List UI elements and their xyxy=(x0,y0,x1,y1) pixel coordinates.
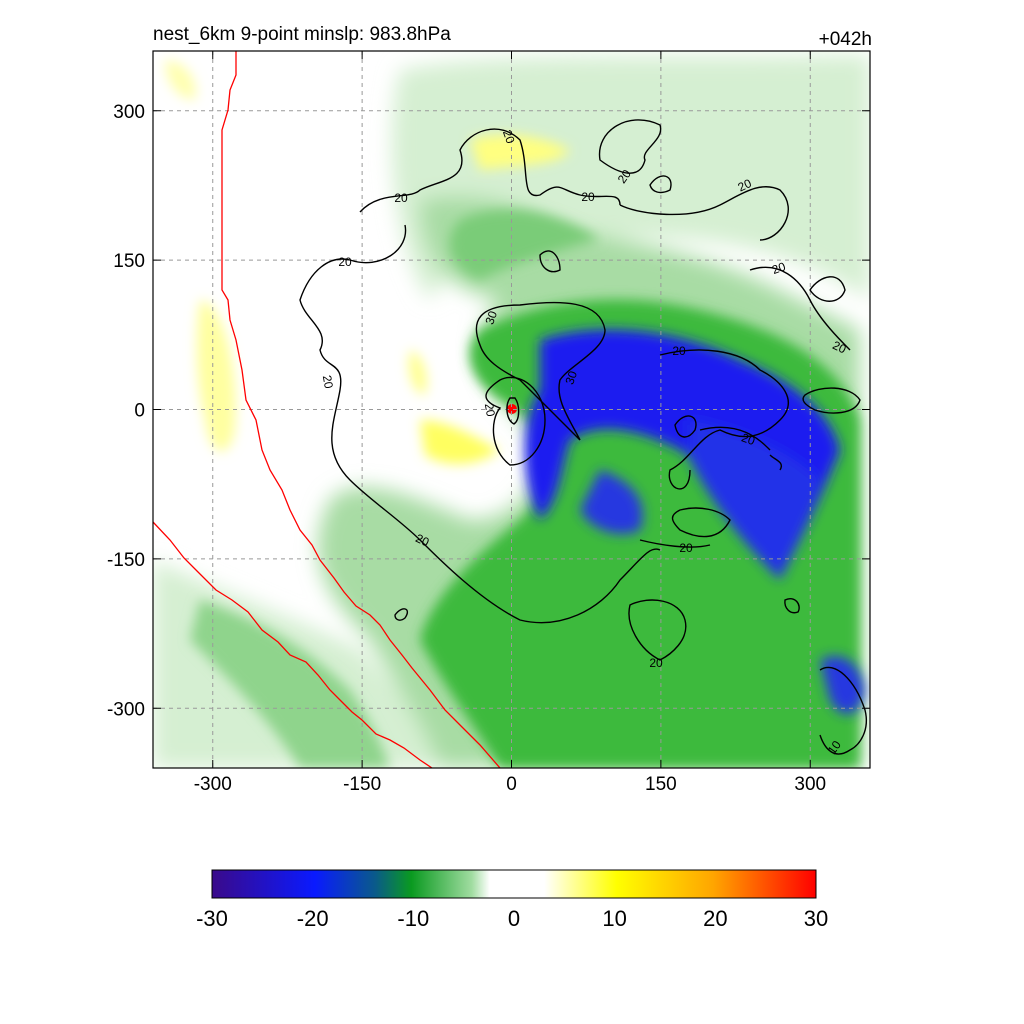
colorbar-tick-label: -10 xyxy=(397,906,429,931)
x-tick-label: 0 xyxy=(506,774,517,795)
center-marker xyxy=(507,404,517,414)
colorbar-ticks: -30 -20 -10 0 10 20 30 xyxy=(196,906,828,931)
colorbar: -30 -20 -10 0 10 20 30 xyxy=(196,869,828,931)
contour-label: 20 xyxy=(679,541,693,555)
y-tick-label: 150 xyxy=(113,251,145,272)
contour-label: 20 xyxy=(736,176,754,194)
x-tick-label: 150 xyxy=(645,774,677,795)
chart-title: nest_6km 9-point minslp: 983.8hPa xyxy=(153,24,451,45)
colorbar-tick-label: 10 xyxy=(602,906,626,931)
contour-label: 20 xyxy=(413,531,431,549)
colorbar-tick-label: -30 xyxy=(196,906,228,931)
blue-areas xyxy=(525,329,865,714)
contour-label: 30 xyxy=(482,309,500,327)
yellow-areas xyxy=(165,60,570,465)
contour-label: 20 xyxy=(482,402,498,418)
boundary-lines xyxy=(153,51,501,768)
colorbar-gradient xyxy=(211,869,817,899)
contour-label: 20 xyxy=(581,190,595,204)
contour-label: 20 xyxy=(500,128,518,146)
axes: -300 -150 0 150 300 300 150 0 -150 -300 xyxy=(107,51,870,795)
contour-label: 20 xyxy=(672,344,686,358)
contour-label: 20 xyxy=(338,255,352,269)
contour-label: 20 xyxy=(320,374,336,390)
contour-label: 20 xyxy=(649,656,663,670)
colorbar-tick-label: 30 xyxy=(804,906,828,931)
y-tick-label: -150 xyxy=(107,550,145,571)
y-tick-label: 0 xyxy=(134,401,145,422)
contour-lines xyxy=(299,119,867,755)
forecast-hour-label: +042h xyxy=(819,29,872,50)
x-tick-label: -300 xyxy=(194,774,232,795)
contour-label: 20 xyxy=(770,259,788,277)
x-tick-label: 300 xyxy=(794,774,826,795)
contour-label: 20 xyxy=(394,191,408,205)
shaded-field xyxy=(153,51,870,768)
colorbar-tick-label: -20 xyxy=(297,906,329,931)
contour-label: 30 xyxy=(562,369,580,387)
y-tick-label: 300 xyxy=(113,102,145,123)
x-tick-label: -150 xyxy=(343,774,381,795)
y-tick-label: -300 xyxy=(107,699,145,720)
contour-label: 20 xyxy=(740,430,758,448)
colorbar-tick-label: 0 xyxy=(508,906,520,931)
colorbar-tick-label: 20 xyxy=(703,906,727,931)
contour-label: 20 xyxy=(830,338,848,356)
